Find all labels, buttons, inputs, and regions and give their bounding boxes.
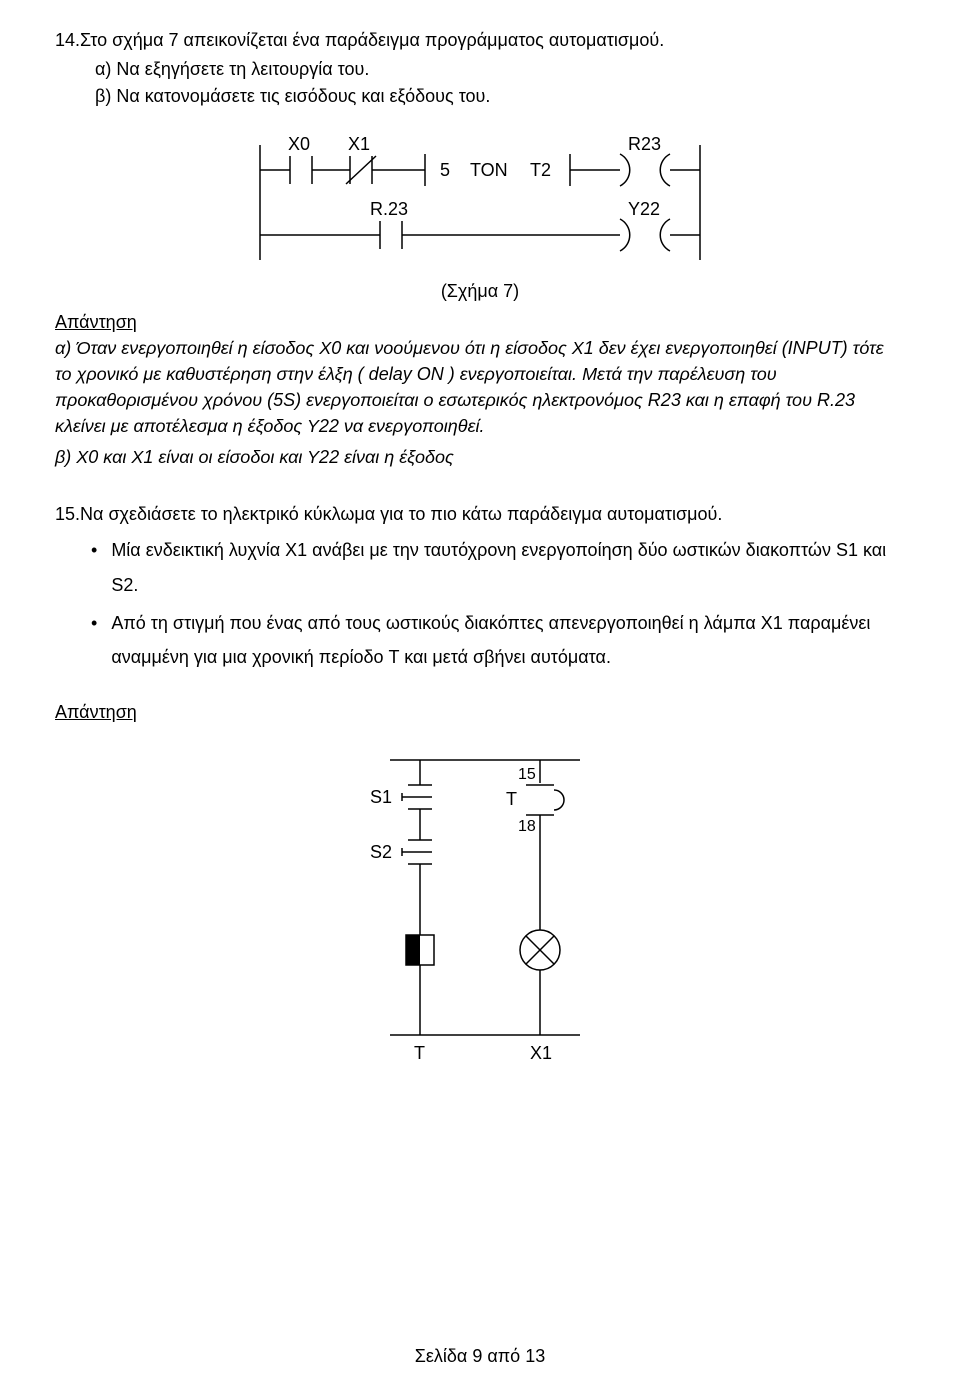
- q14-sub-a: α) Να εξηγήσετε τη λειτουργία του.: [95, 59, 905, 80]
- bullet-dot-icon: •: [91, 533, 97, 601]
- svg-text:Y22: Y22: [628, 199, 660, 219]
- svg-text:S1: S1: [370, 787, 392, 807]
- ladder-diagram-container: X0 X1 5 TON T2 R23 R.23 Y22: [55, 125, 905, 275]
- svg-text:18: 18: [518, 818, 536, 835]
- figure-caption: (Σχήμα 7): [55, 281, 905, 302]
- q15-text: Να σχεδιάσετε το ηλεκτρικό κύκλωμα για τ…: [80, 504, 722, 525]
- q15-answer-title: Απάντηση: [55, 702, 905, 723]
- svg-text:R.23: R.23: [370, 199, 408, 219]
- bullet-dot-icon: •: [91, 606, 97, 674]
- circuit-diagram: S1S2T15T18X1: [320, 745, 640, 1075]
- svg-text:5: 5: [440, 160, 450, 180]
- q15-header: 15. Να σχεδιάσετε το ηλεκτρικό κύκλωμα γ…: [55, 504, 905, 525]
- q14-header: 14. Στο σχήμα 7 απεικονίζεται ένα παράδε…: [55, 30, 905, 51]
- svg-text:T: T: [506, 789, 517, 809]
- svg-text:T: T: [414, 1043, 425, 1063]
- q14-number: 14.: [55, 30, 80, 51]
- bullet-item: • Μία ενδεικτική λυχνία Χ1 ανάβει με την…: [91, 533, 905, 601]
- svg-text:X1: X1: [348, 134, 370, 154]
- svg-text:X0: X0: [288, 134, 310, 154]
- q15-number: 15.: [55, 504, 80, 525]
- bullet-text-2: Από τη στιγμή που ένας από τους ωστικούς…: [111, 606, 905, 674]
- svg-text:R23: R23: [628, 134, 661, 154]
- svg-text:15: 15: [518, 766, 536, 783]
- q14-answer-a: α) Όταν ενεργοποιηθεί η είσοδος Χ0 και ν…: [55, 335, 905, 439]
- circuit-diagram-container: S1S2T15T18X1: [55, 745, 905, 1075]
- q14-sub-b: β) Να κατονομάσετε τις εισόδους και εξόδ…: [95, 86, 905, 107]
- q15-bullets: • Μία ενδεικτική λυχνία Χ1 ανάβει με την…: [91, 533, 905, 674]
- page-footer: Σελίδα 9 από 13: [55, 1346, 905, 1367]
- svg-text:X1: X1: [530, 1043, 552, 1063]
- bullet-item: • Από τη στιγμή που ένας από τους ωστικο…: [91, 606, 905, 674]
- svg-text:TON: TON: [470, 160, 508, 180]
- bullet-text-1: Μία ενδεικτική λυχνία Χ1 ανάβει με την τ…: [111, 533, 905, 601]
- q14-answer-title: Απάντηση: [55, 312, 905, 333]
- q14-answer-b: β) Χ0 και Χ1 είναι οι είσοδοι και Υ22 εί…: [55, 447, 905, 468]
- svg-text:S2: S2: [370, 842, 392, 862]
- svg-text:T2: T2: [530, 160, 551, 180]
- q14-text: Στο σχήμα 7 απεικονίζεται ένα παράδειγμα…: [80, 30, 664, 51]
- ladder-diagram: X0 X1 5 TON T2 R23 R.23 Y22: [250, 125, 710, 275]
